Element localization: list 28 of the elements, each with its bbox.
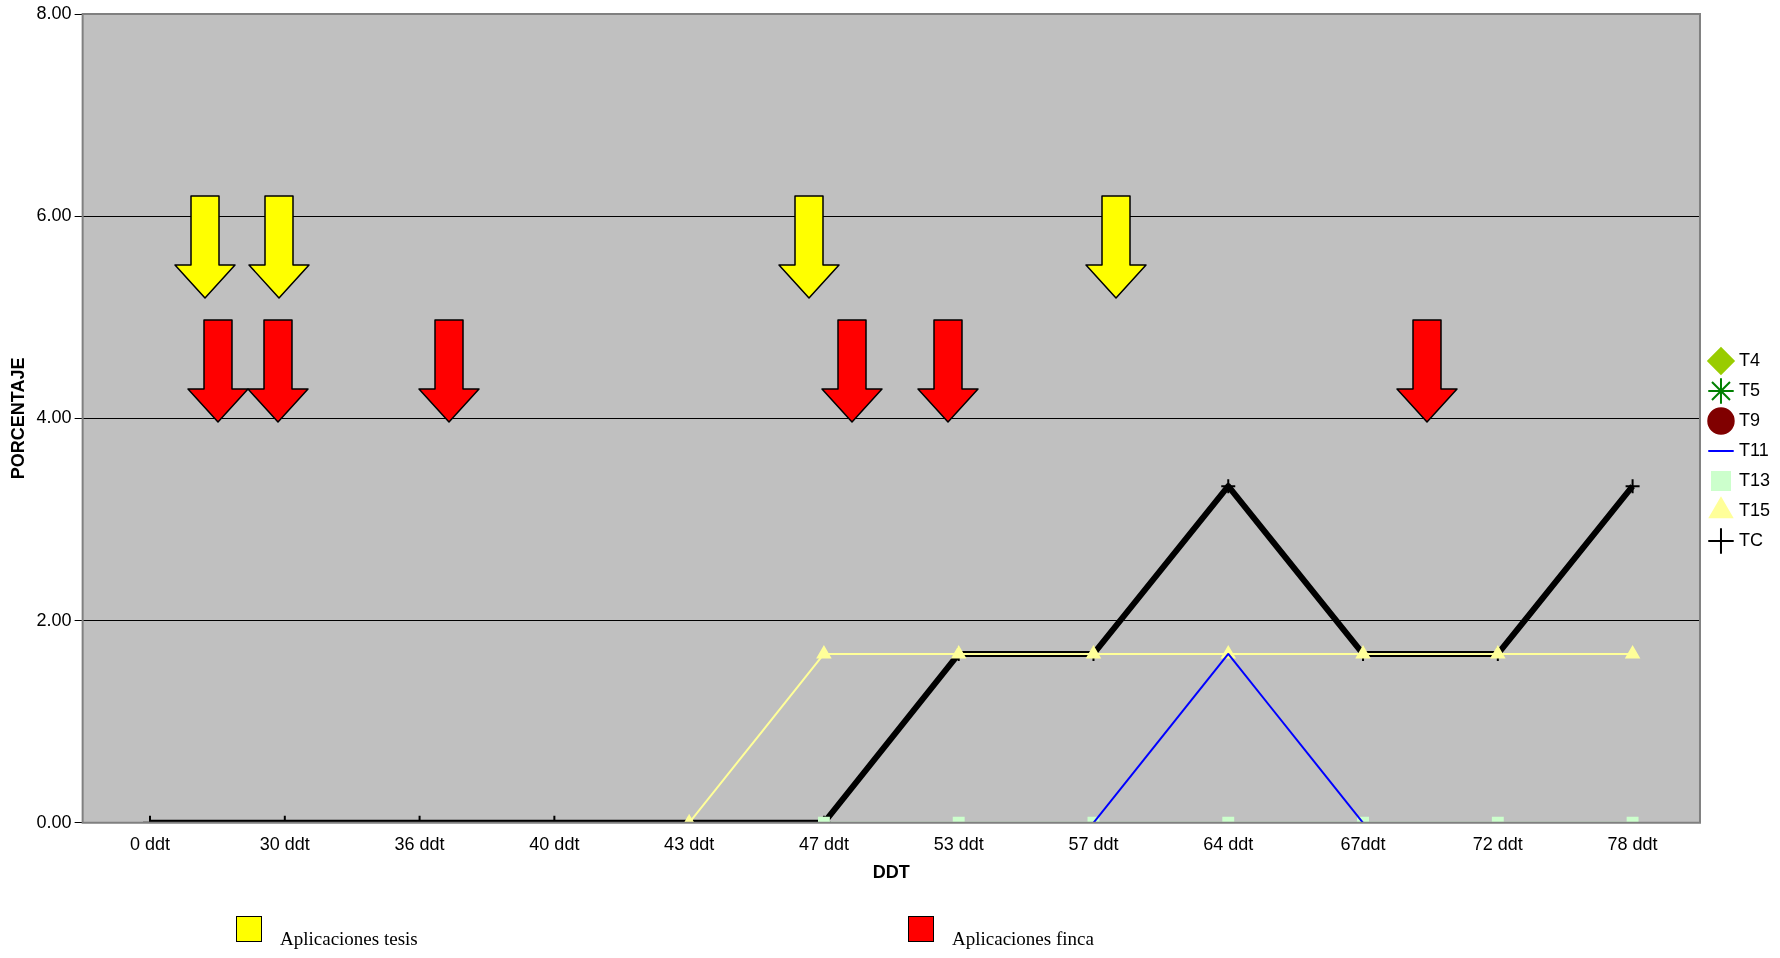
y-axis-title: PORCENTAJE: [7, 357, 28, 480]
legend-label: T15: [1738, 499, 1771, 520]
x-tick-label: 0 ddt: [130, 833, 171, 854]
x-tick-label: 36 ddt: [394, 833, 445, 854]
text: Aplicaciones tesis: [280, 928, 418, 950]
y-tick-label: 2.00: [36, 609, 72, 630]
x-tick-label: 78 ddt: [1607, 833, 1658, 854]
y-tick-label: 6.00: [36, 205, 72, 226]
x-tick-label: 47 ddt: [798, 833, 849, 854]
text: Aplicaciones finca: [952, 928, 1094, 950]
x-tick-label: 67ddt: [1340, 833, 1386, 854]
legend-label: TC: [1738, 529, 1763, 550]
x-axis-title: DDT: [872, 862, 910, 883]
legend-label: T13: [1738, 469, 1771, 490]
x-tick-label: 53 ddt: [933, 833, 984, 854]
legend-label: T9: [1738, 409, 1760, 430]
y-tick-label: 4.00: [36, 407, 72, 428]
x-tick-label: 72 ddt: [1472, 833, 1523, 854]
y-tick-label: 8.00: [36, 2, 72, 23]
x-tick-label: 64 ddt: [1203, 833, 1254, 854]
legend-label: T11: [1738, 439, 1769, 460]
x-tick-label: 57 ddt: [1068, 833, 1119, 854]
x-tick-label: 30 ddt: [259, 833, 310, 854]
x-tick-label: 40 ddt: [529, 833, 580, 854]
y-tick-label: 0.00: [36, 811, 72, 832]
legend-label: T4: [1738, 349, 1760, 370]
legend-label: T5: [1738, 379, 1760, 400]
x-tick-label: 43 ddt: [664, 833, 715, 854]
